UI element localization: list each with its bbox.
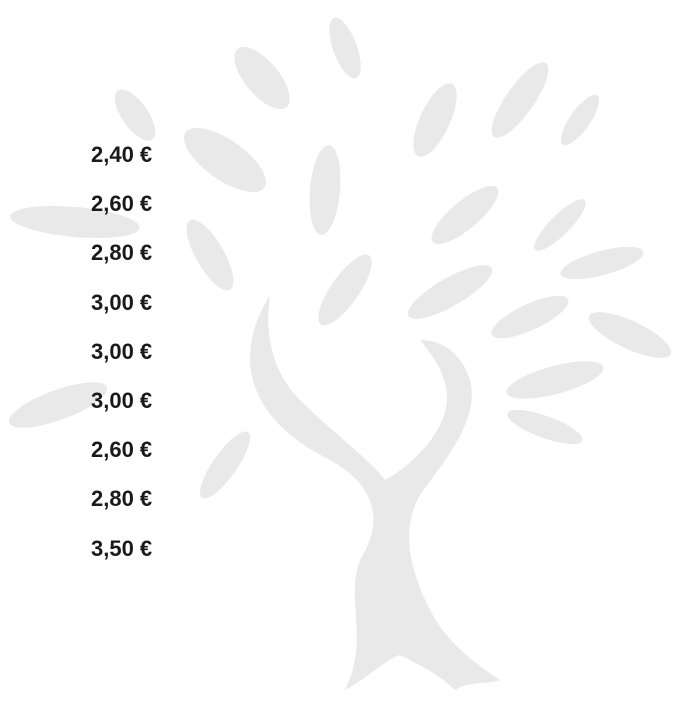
price: 2,80 €	[91, 228, 152, 277]
price: 3,50 €	[91, 524, 152, 573]
price: 2,80 €	[91, 474, 152, 523]
price: 3,00 €	[91, 278, 152, 327]
price: 2,60 €	[91, 179, 152, 228]
price: 2,60 €	[91, 425, 152, 474]
price: 3,00 €	[91, 327, 152, 376]
price: 3,00 €	[91, 376, 152, 425]
page: 2,40 €2,60 €2,80 €3,00 €3,00 €3,00 €2,60…	[0, 0, 673, 704]
price-list: 2,40 €2,60 €2,80 €3,00 €3,00 €3,00 €2,60…	[91, 130, 152, 573]
price: 2,40 €	[91, 130, 152, 179]
